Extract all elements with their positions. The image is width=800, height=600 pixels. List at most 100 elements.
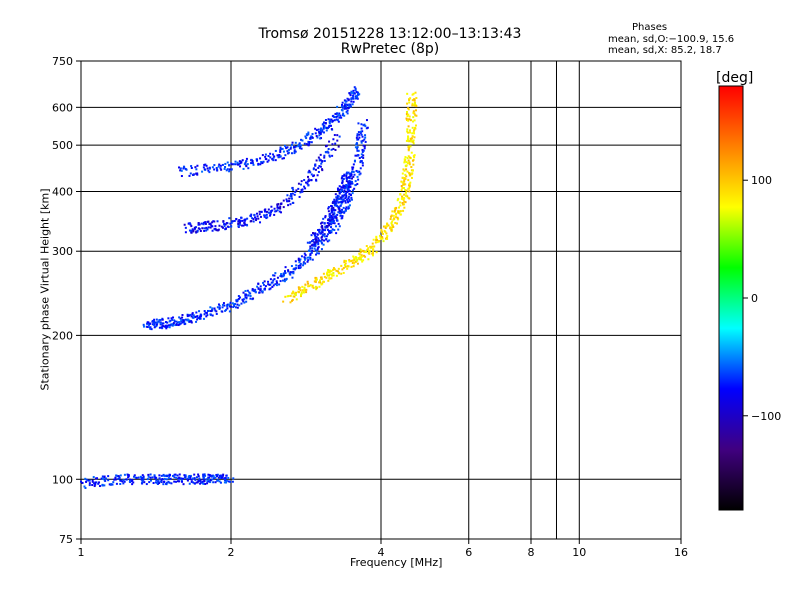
data-point [333,200,336,203]
data-point [408,190,411,193]
data-point [353,173,356,176]
data-point [202,221,205,224]
data-point [153,326,156,329]
data-point [338,188,341,191]
data-point [156,482,159,485]
data-point [348,198,351,201]
data-point [407,136,410,139]
data-point [322,243,325,246]
data-point [248,291,251,294]
data-point [327,127,330,130]
data-point [273,213,276,216]
data-point [368,249,371,252]
data-point [371,242,374,245]
data-point [224,477,227,480]
data-point [325,126,328,129]
data-point [290,152,293,155]
data-point [360,140,363,143]
data-point [337,195,340,198]
data-point [122,479,125,482]
data-point [88,479,91,482]
data-point [302,264,305,267]
data-point [175,476,178,479]
data-point [155,318,158,321]
data-point [361,130,364,133]
data-point [195,168,198,171]
data-point [326,271,329,274]
data-point [111,483,114,486]
data-point [202,166,205,169]
data-point [251,217,254,220]
data-point [411,140,414,143]
data-point [181,314,184,317]
data-point [339,204,342,207]
data-point [321,242,324,245]
data-point [326,228,329,231]
data-point [384,237,387,240]
data-point [267,159,270,162]
data-point [269,152,272,155]
data-point [273,155,276,158]
data-point [331,115,334,118]
data-point [315,278,318,281]
data-point [84,487,87,490]
data-point [386,237,389,240]
data-point [361,139,364,142]
data-point [278,210,281,213]
data-point [258,291,261,294]
data-point [244,294,247,297]
data-point [114,476,117,479]
data-point [195,320,198,323]
data-point [322,124,325,127]
data-point [363,123,366,126]
data-point [356,149,359,152]
data-point [297,264,300,267]
data-point [405,175,408,178]
data-point [96,477,99,480]
data-point [319,222,322,225]
data-point [407,108,410,111]
data-point [215,473,218,476]
data-point [170,482,173,485]
data-point [252,163,255,166]
data-point [320,277,323,280]
data-point [348,200,351,203]
data-point [162,483,165,486]
data-point [211,314,214,317]
data-point [291,276,294,279]
data-point [314,127,317,130]
data-point [239,296,242,299]
data-point [321,160,324,163]
data-point [276,203,279,206]
data-point [341,215,344,218]
data-point [199,482,202,485]
data-point [324,225,327,228]
data-point [148,481,151,484]
data-point [361,164,364,167]
data-point [332,201,335,204]
data-point [184,231,187,234]
data-point [413,154,416,157]
data-point [322,126,325,129]
data-point [363,145,366,148]
data-point [224,223,227,226]
data-point [397,210,400,213]
data-point [360,141,363,144]
data-point [256,158,259,161]
data-point [237,295,240,298]
data-point [315,286,318,289]
data-point [333,229,336,232]
data-point [127,474,130,477]
data-point [311,285,314,288]
data-point [331,154,334,157]
data-point [393,209,396,212]
data-point [284,154,287,157]
data-point [328,271,331,274]
data-point [302,261,305,264]
data-point [276,204,279,207]
data-point [404,201,407,204]
data-point [408,161,411,164]
data-point [309,136,312,139]
data-point [351,180,354,183]
data-point [350,198,353,201]
